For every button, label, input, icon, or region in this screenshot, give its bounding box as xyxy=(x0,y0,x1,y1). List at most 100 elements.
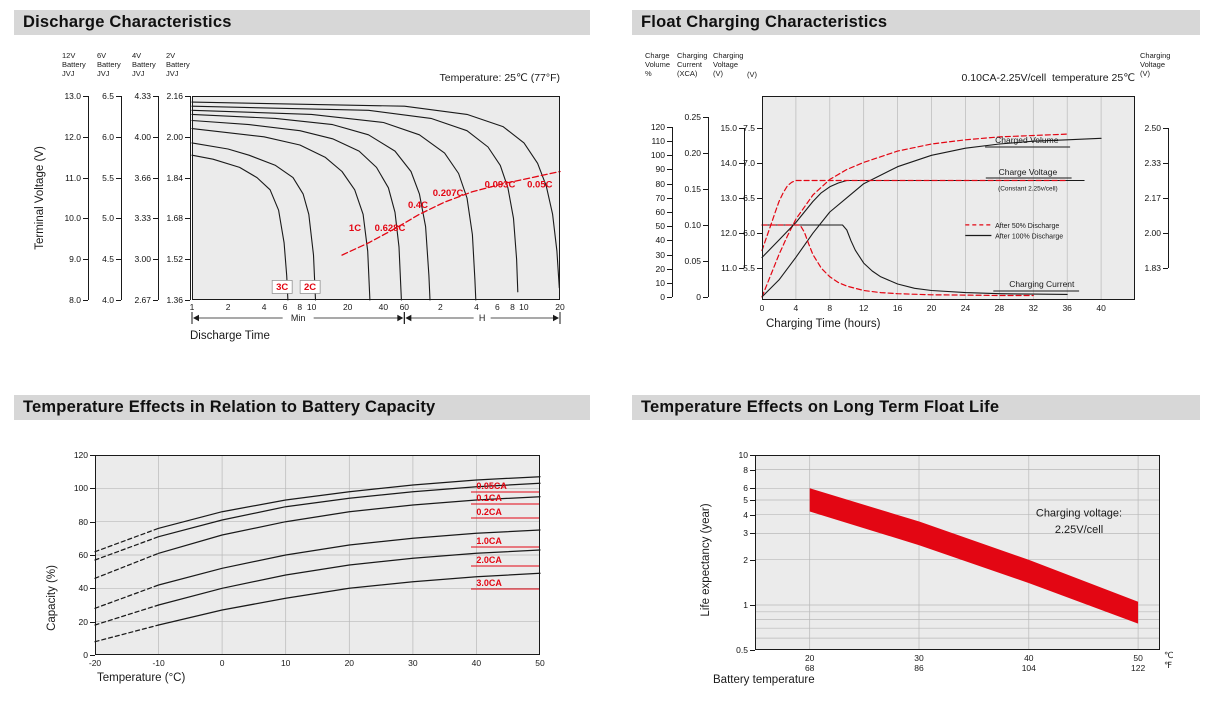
series-2.0CA xyxy=(94,604,160,626)
axis-tick-label: 0.05 xyxy=(684,256,701,267)
axis-tick-label: 6.5 xyxy=(102,91,114,101)
x-tick-label: 40 xyxy=(1024,653,1034,663)
axis-tick-mark xyxy=(116,96,121,97)
axis-tick-mark xyxy=(667,268,672,270)
axis-tick-mark xyxy=(703,189,708,191)
axis-tick-mark xyxy=(185,136,190,138)
axis-tick-mark xyxy=(153,136,158,138)
series-0.4C xyxy=(191,113,431,301)
x-tick-label: 68 xyxy=(805,663,815,673)
unit-celsius: ℃ xyxy=(1164,650,1174,660)
axis-tick-mark xyxy=(185,177,190,179)
axis-tick-label: 1.52 xyxy=(166,254,183,265)
series-0.05C xyxy=(191,101,560,289)
axis-tick-label: 2.17 xyxy=(1144,193,1161,203)
dimension-arrow xyxy=(397,314,404,322)
axis-tick-mark xyxy=(750,469,755,471)
axis-tick-mark xyxy=(739,267,744,269)
axis-tick-label: 5.0 xyxy=(102,213,114,224)
x-tick-label: 28 xyxy=(995,303,1005,313)
x-tick-label: 122 xyxy=(1131,663,1145,673)
x-tick-label: 20 xyxy=(805,653,815,663)
series-1.0CA xyxy=(157,529,541,586)
axis-tick-mark xyxy=(90,521,95,523)
plot-label: Charging voltage: xyxy=(1036,508,1122,520)
x-tick-label: 32 xyxy=(1029,303,1039,313)
axis-tick-label: 5.5 xyxy=(102,172,114,183)
axis-tick-label: 6 xyxy=(743,483,748,494)
axis-tick-mark xyxy=(667,183,672,185)
series-charging-current-100 xyxy=(761,224,1068,295)
axis-tick-mark xyxy=(83,218,88,220)
axis-tick-mark xyxy=(116,136,121,138)
axis-tick-label: 0 xyxy=(660,291,665,302)
x-tick-label: 10 xyxy=(307,302,317,312)
series-discharge-end-line xyxy=(341,170,561,256)
x-tick-label: 2 xyxy=(438,302,443,312)
axis-tick-label: 7.5 xyxy=(743,123,755,134)
axis-tick-label: 11.0 xyxy=(65,172,81,183)
axis-tick-label: 2.67 xyxy=(134,295,151,305)
axis-tick-label: 8 xyxy=(743,464,748,475)
axis-tick-mark xyxy=(757,198,762,199)
axis-tick-mark xyxy=(153,259,158,261)
plot-label: Charged Volume xyxy=(995,135,1059,145)
axis-tick-label: 40 xyxy=(78,583,88,594)
axis-tick-mark xyxy=(83,300,88,301)
x-tick-label: -10 xyxy=(152,658,165,668)
axis-tick-label: 3.66 xyxy=(134,172,151,183)
x-tick-label: 2 xyxy=(226,302,231,312)
x-tick-label: 24 xyxy=(961,303,971,313)
axis-header-4v: 4V Battery JVJ xyxy=(132,51,156,78)
plot-label: 0.05CA xyxy=(476,481,507,491)
condition-note: 0.10CA-2.25V/cell temperature 25℃ xyxy=(961,72,1135,84)
x-tick-label: 6 xyxy=(495,302,500,312)
plot-label: 2.0CA xyxy=(476,555,502,565)
axis-tick-label: 2.00 xyxy=(166,131,183,142)
axis-tick-label: 0.10 xyxy=(684,219,701,230)
axis-tick-mark xyxy=(153,96,158,97)
axis-line xyxy=(190,96,191,300)
axis-tick-label: 12.0 xyxy=(720,228,737,239)
axis-tick-mark xyxy=(667,169,672,171)
axis-line xyxy=(708,117,709,297)
series-charge-voltage-50 xyxy=(761,179,1068,252)
axis-tick-mark xyxy=(153,300,158,301)
series-charged-volume-100 xyxy=(761,137,1102,298)
x-tick-label: 20 xyxy=(343,302,353,312)
axis-tick-label: 2.16 xyxy=(166,91,183,101)
axis-tick-label: 5 xyxy=(743,495,748,506)
axis-line xyxy=(1168,128,1169,268)
axis-tick-mark xyxy=(703,152,708,154)
plot-label: 2.25V/cell xyxy=(1055,524,1103,536)
series-0.628C xyxy=(191,119,402,301)
x-tick-label: 20 xyxy=(345,658,355,668)
axis-tick-mark xyxy=(739,233,744,235)
axis-tick-label: 13.0 xyxy=(64,91,81,101)
x-tick-label: 8 xyxy=(297,302,302,312)
axis-tick-label: 2.50 xyxy=(1144,123,1161,134)
series-charging-current-50 xyxy=(761,224,1034,297)
series-0.1CA xyxy=(157,482,541,538)
axis-tick-mark xyxy=(116,218,121,220)
x-tick-label: 20 xyxy=(927,303,937,313)
axis-tick-label: 1.83 xyxy=(1144,262,1161,273)
series-3C xyxy=(191,154,289,301)
dimension-label: H xyxy=(479,313,486,323)
axis-header-current: Charging Current (XCA) xyxy=(677,51,708,78)
x-axis-title: Battery temperature xyxy=(713,674,815,686)
axis-tick-mark xyxy=(667,141,672,143)
axis-tick-label: 0.25 xyxy=(684,112,701,122)
axis-tick-label: 40 xyxy=(655,235,665,246)
axis-tick-label: 0 xyxy=(696,291,701,302)
axis-tick-mark xyxy=(90,555,95,556)
axis-tick-label: 7.0 xyxy=(743,158,755,169)
axis-tick-mark xyxy=(185,259,190,261)
axis-tick-label: 4 xyxy=(743,509,748,520)
plot-border xyxy=(192,96,560,300)
series-3.0CA xyxy=(157,572,541,626)
axis-header-volume: Charge Volume % xyxy=(645,51,671,78)
axis-tick-mark xyxy=(750,500,755,502)
